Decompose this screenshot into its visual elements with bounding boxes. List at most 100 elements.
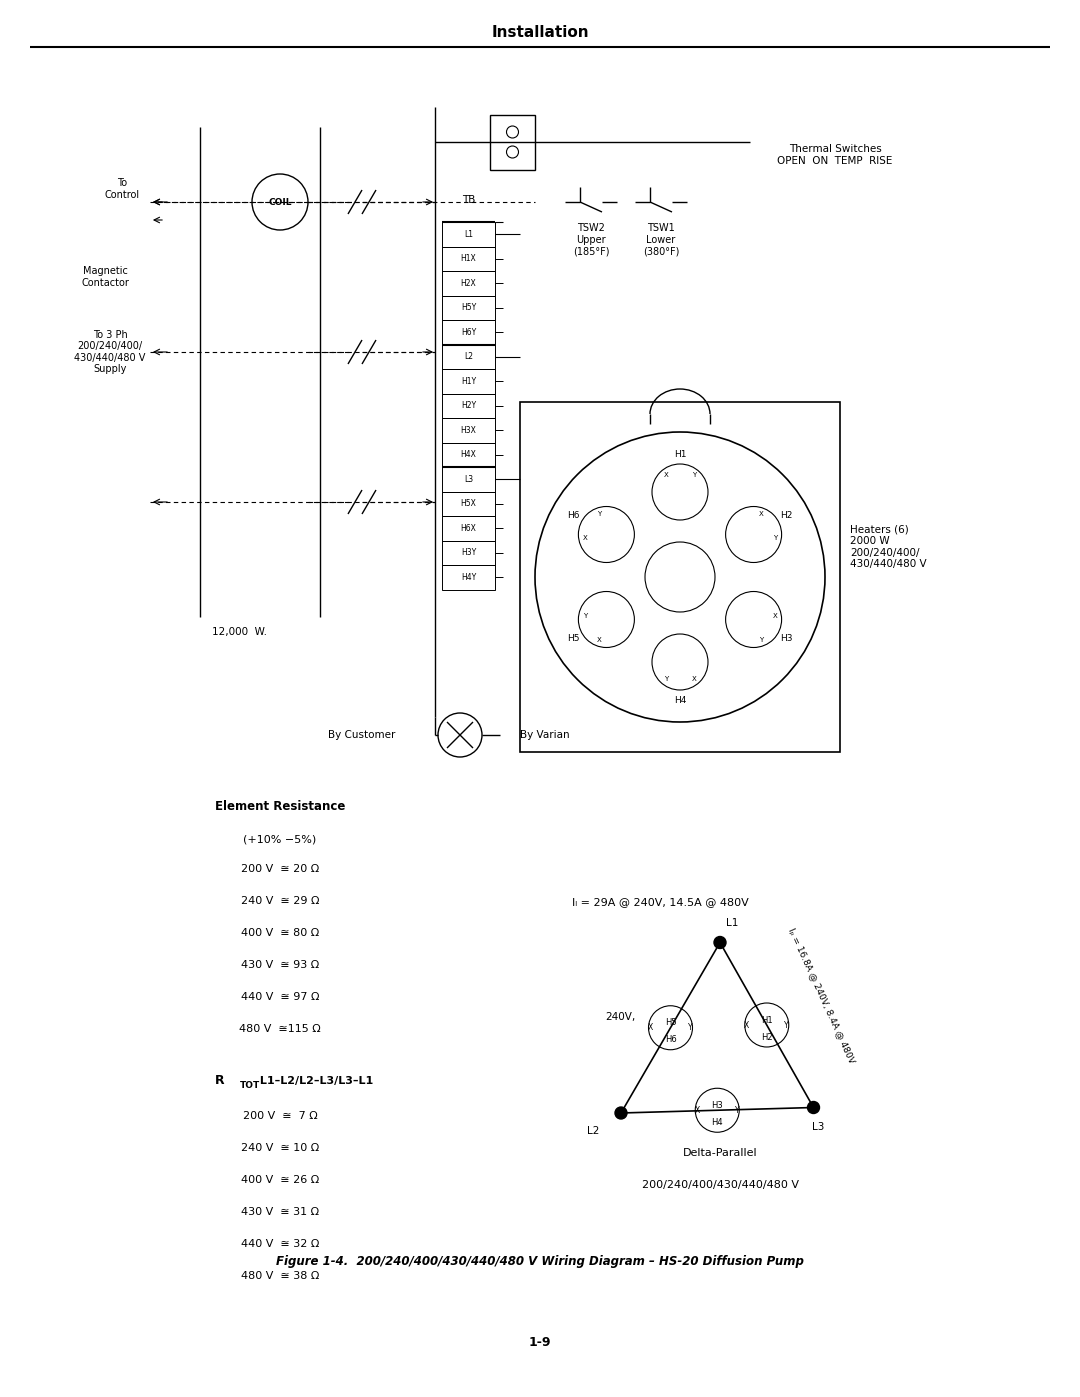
Bar	[442, 222, 495, 246]
Text: X: X	[663, 472, 669, 478]
Text: X: X	[694, 1106, 700, 1115]
Text: 440 V  ≅ 97 Ω: 440 V ≅ 97 Ω	[241, 992, 320, 1002]
Text: 400 V  ≅ 26 Ω: 400 V ≅ 26 Ω	[241, 1175, 319, 1185]
Text: L1: L1	[464, 229, 473, 239]
Text: Y: Y	[582, 613, 586, 619]
Text: X: X	[596, 637, 602, 643]
Text: By Customer: By Customer	[327, 731, 395, 740]
Text: 12,000  W.: 12,000 W.	[213, 627, 268, 637]
Text: H3: H3	[712, 1101, 724, 1109]
Circle shape	[808, 1101, 820, 1113]
Text: L2: L2	[586, 1126, 599, 1136]
Text: COIL: COIL	[268, 197, 292, 207]
Text: 200 V  ≅  7 Ω: 200 V ≅ 7 Ω	[243, 1111, 318, 1120]
Text: 1-9: 1-9	[529, 1336, 551, 1348]
Text: H4X: H4X	[460, 450, 476, 460]
Text: H4: H4	[712, 1118, 724, 1127]
Text: L1: L1	[726, 918, 739, 928]
Text: Y: Y	[759, 637, 764, 643]
Text: TOT: TOT	[240, 1081, 260, 1091]
Text: Y: Y	[664, 676, 669, 682]
Text: By Varian: By Varian	[519, 731, 569, 740]
Text: TSW1
Lower
(380°F): TSW1 Lower (380°F)	[643, 224, 679, 257]
Text: H4: H4	[674, 696, 686, 704]
Bar	[442, 271, 495, 296]
Bar	[442, 515, 495, 541]
Text: Figure 1-4.  200/240/400/430/440/480 V Wiring Diagram – HS-20 Diffusion Pump: Figure 1-4. 200/240/400/430/440/480 V Wi…	[276, 1256, 804, 1268]
Bar	[442, 394, 495, 418]
Text: H1: H1	[674, 450, 686, 458]
Text: H4Y: H4Y	[461, 573, 476, 581]
Text: H3: H3	[780, 634, 793, 643]
Text: Y: Y	[773, 535, 778, 541]
Bar	[442, 564, 495, 590]
Text: X: X	[773, 613, 778, 619]
Text: H6: H6	[567, 511, 580, 520]
Text: Delta-Parallel: Delta-Parallel	[683, 1148, 757, 1158]
Text: Element Resistance: Element Resistance	[215, 800, 346, 813]
Text: To
Control: To Control	[105, 179, 139, 200]
Text: (+10% −5%): (+10% −5%)	[243, 834, 316, 844]
Text: H3Y: H3Y	[461, 548, 476, 557]
Text: H5Y: H5Y	[461, 303, 476, 313]
Text: Y: Y	[688, 1023, 692, 1032]
Text: L3: L3	[812, 1123, 825, 1133]
Text: H2: H2	[761, 1032, 772, 1042]
Text: Iₚ = 16.8A @ 240V, 8.4A @ 480V: Iₚ = 16.8A @ 240V, 8.4A @ 480V	[787, 926, 856, 1065]
Text: H2Y: H2Y	[461, 401, 476, 411]
Text: H1X: H1X	[461, 254, 476, 263]
Text: 480 V  ≅ 38 Ω: 480 V ≅ 38 Ω	[241, 1271, 320, 1281]
Bar	[442, 296, 495, 320]
Text: 400 V  ≅ 80 Ω: 400 V ≅ 80 Ω	[241, 928, 319, 937]
Text: H3X: H3X	[460, 426, 476, 434]
Text: 440 V  ≅ 32 Ω: 440 V ≅ 32 Ω	[241, 1239, 320, 1249]
Text: 240V,: 240V,	[605, 1011, 635, 1023]
Bar	[442, 320, 495, 345]
Text: Y: Y	[692, 472, 697, 478]
Text: Magnetic
Contactor: Magnetic Contactor	[81, 267, 129, 288]
Text: X: X	[582, 535, 588, 541]
Text: H2X: H2X	[461, 279, 476, 288]
Bar	[442, 418, 495, 443]
Text: X: X	[759, 511, 764, 517]
Text: 240 V  ≅ 29 Ω: 240 V ≅ 29 Ω	[241, 895, 320, 907]
Text: X: X	[692, 676, 697, 682]
Text: L2: L2	[464, 352, 473, 362]
Text: Y: Y	[784, 1020, 789, 1030]
Bar	[442, 443, 495, 467]
Bar	[442, 345, 495, 369]
Text: Installation: Installation	[491, 25, 589, 39]
Circle shape	[615, 1106, 627, 1119]
Text: L1–L2/L2–L3/L3–L1: L1–L2/L2–L3/L3–L1	[256, 1076, 374, 1085]
Text: Thermal Switches
OPEN  ON  TEMP  RISE: Thermal Switches OPEN ON TEMP RISE	[778, 144, 893, 166]
Text: Y: Y	[734, 1106, 740, 1115]
Text: H6: H6	[664, 1035, 676, 1044]
Text: X: X	[744, 1020, 750, 1030]
Text: H5: H5	[567, 634, 580, 643]
Text: H5: H5	[664, 1018, 676, 1027]
Text: R: R	[215, 1074, 225, 1087]
Text: Iₗ = 29A @ 240V, 14.5A @ 480V: Iₗ = 29A @ 240V, 14.5A @ 480V	[571, 897, 748, 907]
Bar	[519, 402, 840, 752]
Text: 480 V  ≅115 Ω: 480 V ≅115 Ω	[239, 1024, 321, 1034]
Text: H6X: H6X	[460, 524, 476, 532]
Text: 200/240/400/430/440/480 V: 200/240/400/430/440/480 V	[642, 1180, 798, 1190]
Text: H1Y: H1Y	[461, 377, 476, 386]
Text: 430 V  ≅ 93 Ω: 430 V ≅ 93 Ω	[241, 960, 319, 970]
Text: H6Y: H6Y	[461, 328, 476, 337]
Text: L3: L3	[464, 475, 473, 483]
Text: X: X	[648, 1023, 653, 1032]
Bar	[442, 369, 495, 394]
Text: TSW2
Upper
(185°F): TSW2 Upper (185°F)	[572, 224, 609, 257]
Text: 240 V  ≅ 10 Ω: 240 V ≅ 10 Ω	[241, 1143, 319, 1153]
Bar	[490, 115, 535, 169]
Text: 430 V  ≅ 31 Ω: 430 V ≅ 31 Ω	[241, 1207, 319, 1217]
Text: To 3 Ph
200/240/400/
430/440/480 V
Supply: To 3 Ph 200/240/400/ 430/440/480 V Suppl…	[75, 330, 146, 374]
Bar	[442, 492, 495, 515]
Bar	[442, 246, 495, 271]
Bar	[442, 467, 495, 492]
Bar	[442, 541, 495, 564]
Text: Y: Y	[597, 511, 600, 517]
Circle shape	[714, 936, 726, 949]
Text: H5X: H5X	[460, 499, 476, 509]
